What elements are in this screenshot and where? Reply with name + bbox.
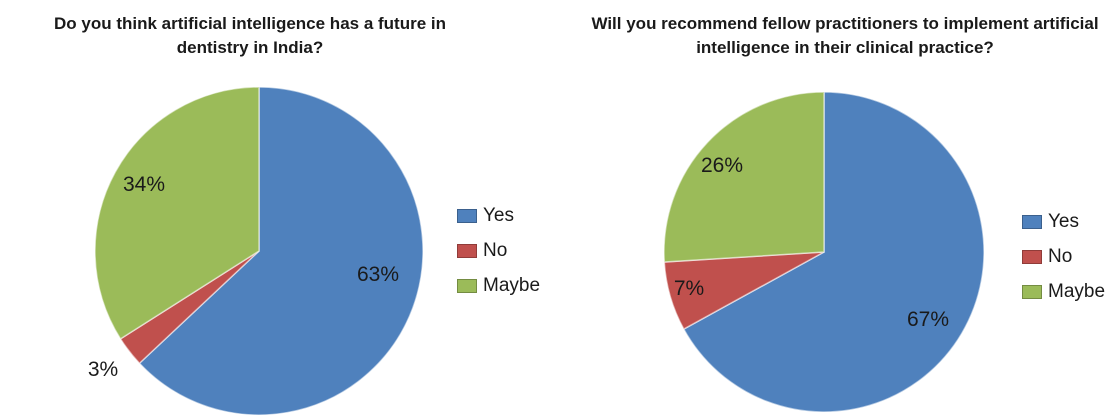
chart-legend: Yes No Maybe (1022, 204, 1105, 309)
data-label-yes: 67% (907, 308, 949, 331)
legend-item-maybe: Maybe (457, 268, 540, 303)
legend-item-maybe: Maybe (1022, 274, 1105, 309)
pie-chart-ai-recommend: Will you recommend fellow practitioners … (560, 0, 1120, 417)
pie-slice-yes (138, 86, 424, 416)
pie-chart-plot: 63% 3% 34% (88, 86, 424, 416)
legend-label: No (483, 239, 508, 261)
legend-label: Yes (1048, 210, 1079, 232)
data-label-maybe: 26% (701, 154, 743, 177)
pie-chart-ai-future: Do you think artificial intelligence has… (53, 14, 540, 416)
chart-legend: Yes No Maybe (457, 198, 540, 303)
data-label-maybe: 34% (123, 173, 165, 196)
legend-swatch-no (1022, 249, 1042, 264)
legend-item-no: No (1022, 239, 1105, 274)
pie-slice-yes (682, 91, 985, 413)
legend-item-no: No (457, 233, 540, 268)
legend-swatch-maybe (1022, 284, 1042, 299)
legend-item-yes: Yes (1022, 204, 1105, 239)
legend-swatch-no (457, 243, 477, 258)
legend-label: No (1048, 245, 1073, 267)
pie-slice-maybe (663, 91, 825, 263)
legend-swatch-maybe (457, 278, 477, 293)
legend-item-yes: Yes (457, 198, 540, 233)
data-label-yes: 63% (357, 263, 399, 286)
data-label-no: 7% (674, 277, 704, 300)
data-label-no: 3% (88, 358, 118, 381)
legend-swatch-yes (1022, 214, 1042, 229)
legend-label: Yes (483, 204, 514, 226)
chart-title: Do you think artificial intelligence has… (53, 14, 446, 57)
legend-label: Maybe (1048, 280, 1106, 302)
chart-title: Will you recommend fellow practitioners … (591, 14, 1099, 57)
legend-label: Maybe (483, 274, 541, 296)
legend-swatch-yes (457, 208, 477, 223)
pie-chart-plot: 67% 7% 26% (663, 91, 985, 413)
pie-slice-maybe (94, 86, 260, 340)
